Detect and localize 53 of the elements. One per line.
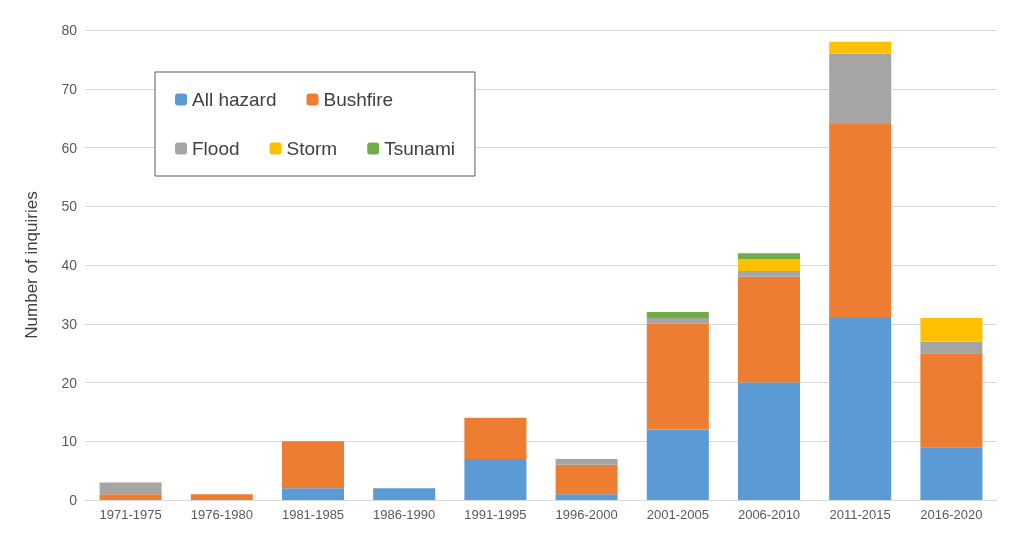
bar [99, 494, 162, 500]
y-tick-label: 70 [61, 80, 78, 97]
x-tick-label: 2006-2010 [737, 507, 801, 522]
y-tick-label: 50 [61, 198, 78, 215]
bar [646, 323, 709, 430]
x-tick-label: 2011-2015 [829, 507, 891, 522]
y-axis-title: Number of inquiries [22, 191, 41, 339]
bar [737, 382, 801, 500]
y-tick-label: 30 [61, 315, 78, 332]
y-tick-label: 20 [61, 374, 78, 391]
bar [829, 41, 892, 54]
bar [464, 417, 527, 459]
bar [646, 429, 709, 500]
x-tick-label: 1991-1995 [464, 507, 527, 522]
bar [646, 317, 709, 324]
bar [99, 482, 162, 495]
bar [555, 464, 618, 495]
bar [829, 124, 892, 318]
legend-label: Flood [192, 138, 240, 159]
bar [646, 312, 709, 318]
bar [920, 447, 983, 500]
y-tick-label: 0 [69, 492, 78, 508]
bar [190, 494, 253, 500]
x-tick-label: 1976-1980 [190, 507, 253, 522]
bar [829, 53, 892, 124]
legend-label: Bushfire [323, 89, 394, 110]
y-tick-label: 40 [61, 257, 78, 273]
y-tick-label: 60 [61, 139, 78, 156]
bar [737, 276, 801, 383]
bar [737, 270, 801, 277]
bar [737, 259, 801, 271]
legend-label: Storm [286, 138, 338, 159]
bar [555, 494, 618, 500]
x-tick-label: 2001-2005 [646, 507, 709, 522]
y-tick-label: 10 [61, 433, 78, 450]
x-tick-label: 1996-2000 [555, 507, 618, 522]
bar [373, 488, 436, 500]
x-tick-label: 1971-1975 [99, 507, 162, 522]
bar [464, 458, 527, 500]
bar [555, 458, 618, 465]
x-tick-label: 1986-1990 [373, 507, 436, 522]
bar [920, 341, 983, 354]
bar [829, 317, 892, 500]
bar [281, 488, 345, 500]
bar [920, 353, 983, 448]
x-tick-label: 2016-2020 [920, 507, 983, 522]
legend-label: All hazard [192, 89, 277, 110]
bar [737, 253, 801, 260]
y-tick-label: 80 [61, 22, 78, 38]
bar [281, 441, 345, 489]
bar [920, 317, 983, 342]
legend-label: Tsunami [384, 138, 455, 159]
x-tick-label: 1981-1985 [281, 507, 345, 522]
